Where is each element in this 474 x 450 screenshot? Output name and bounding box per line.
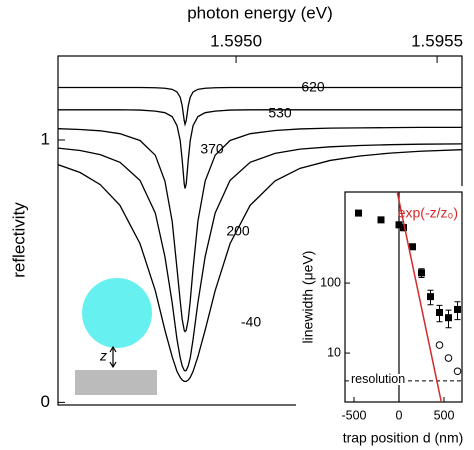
data-point (377, 216, 385, 224)
data-point (445, 314, 452, 322)
inset-y-tick-label: 10 (327, 345, 341, 359)
inset-x-tick-label: -500 (341, 408, 366, 422)
data-point (355, 209, 362, 217)
y-tick-label: 1 (41, 129, 50, 148)
curve-label: 620 (301, 79, 325, 95)
data-point (418, 269, 425, 277)
resolution-label: resolution (351, 372, 405, 386)
inset-y-tick-label: 100 (320, 275, 341, 289)
y-axis-title: reflectivity (9, 202, 28, 278)
x-tick-label: 1.5955 (411, 31, 463, 50)
inset-plot: -500 0 500 10 100 resolution exp(-z/z₀) (320, 192, 462, 422)
inset-y-title: linewidth (μeV) (300, 251, 316, 344)
spectrum-line (58, 149, 462, 383)
data-point (454, 305, 461, 313)
curve-label: -40 (241, 314, 261, 330)
spectrum-line (58, 143, 462, 372)
inset-x-tick-label: 500 (434, 408, 455, 422)
curves (58, 86, 462, 383)
data-point (427, 293, 434, 301)
spectrum-line (58, 109, 462, 189)
data-point (400, 224, 407, 232)
data-point (453, 367, 462, 376)
fit-line (396, 192, 443, 402)
curve-label: 200 (226, 223, 250, 239)
y-tick-label: 0 (41, 392, 50, 411)
x-tick-label: 1.5950 (210, 31, 262, 50)
illustration: z (75, 278, 157, 395)
curve-label: 530 (268, 105, 292, 121)
data-point (395, 221, 403, 229)
data-point (436, 308, 443, 316)
inset-background (296, 186, 470, 450)
spectrum-line (58, 86, 462, 127)
inset-x-tick-label: 0 (396, 408, 403, 422)
inset-frame (344, 191, 463, 403)
data-point (409, 243, 416, 251)
data-point (444, 354, 453, 362)
spectrum-line (58, 126, 462, 333)
inset-data (355, 192, 462, 402)
curve-label: 370 (200, 141, 224, 157)
fit-label: exp(-z/z₀) (398, 205, 458, 221)
data-point (435, 341, 444, 349)
z-label: z (99, 348, 107, 364)
main-plot: 1.5950 1.5955 0 1 620 530 370 200 -40 (41, 31, 464, 410)
x-axis-title: photon energy (eV) (187, 3, 333, 22)
inset-x-title: trap position d (nm) (343, 430, 464, 446)
